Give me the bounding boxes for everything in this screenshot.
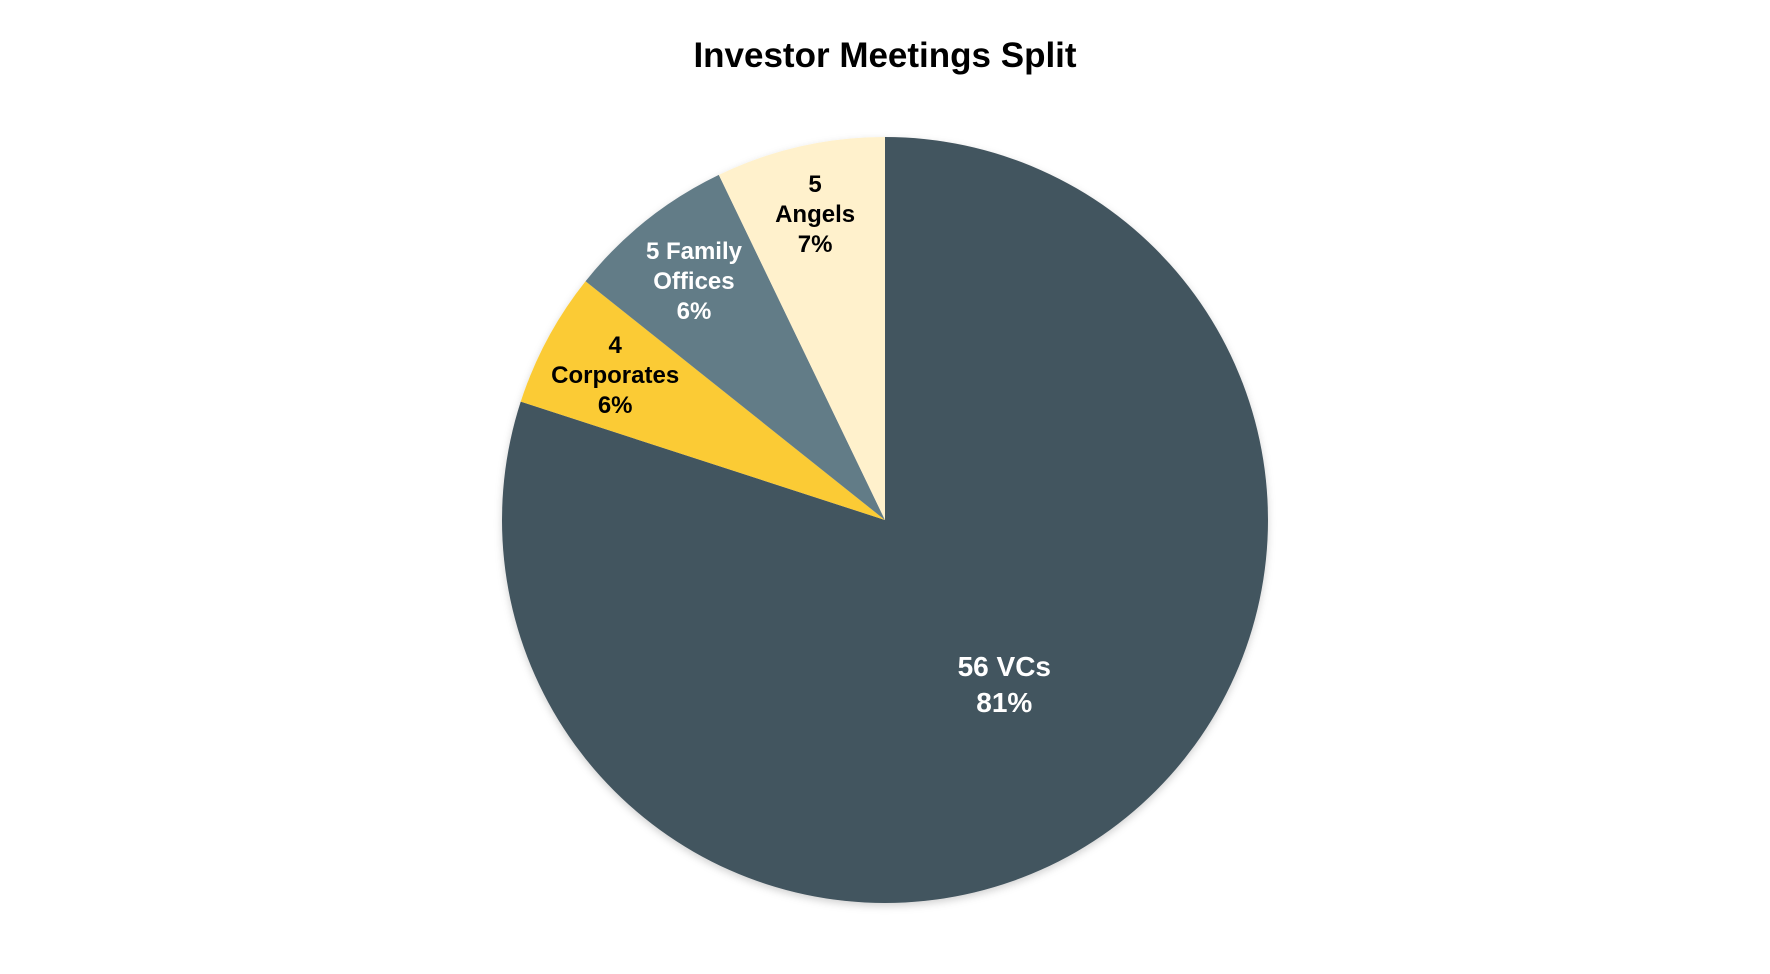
data-label-line: 6% <box>598 392 633 419</box>
data-label-line: 81% <box>976 687 1032 718</box>
pie-slice-family-offices <box>585 174 885 520</box>
pie-slice-angels <box>718 137 885 520</box>
data-label-angels: 5 Angels 7% <box>775 171 855 258</box>
data-label-line: Corporates <box>551 362 679 389</box>
chart-title: Investor Meetings Split <box>693 36 1077 75</box>
data-label-line: 5 Family <box>646 238 743 265</box>
data-label-line: 4 <box>609 332 623 359</box>
data-label-line: 56 VCs <box>958 651 1051 682</box>
data-label-vcs: 56 VCs 81% <box>958 651 1051 718</box>
data-label-line: Angels <box>775 201 855 228</box>
pie-slice-corporates <box>520 281 885 520</box>
data-label-line: 7% <box>798 231 833 258</box>
data-label-line: 6% <box>677 298 712 325</box>
data-label-line: Offices <box>653 268 734 295</box>
data-label-family-offices: 5 Family Offices 6% <box>646 238 743 325</box>
data-label-corporates: 4 Corporates 6% <box>551 332 679 419</box>
data-label-line: 5 <box>808 171 821 198</box>
